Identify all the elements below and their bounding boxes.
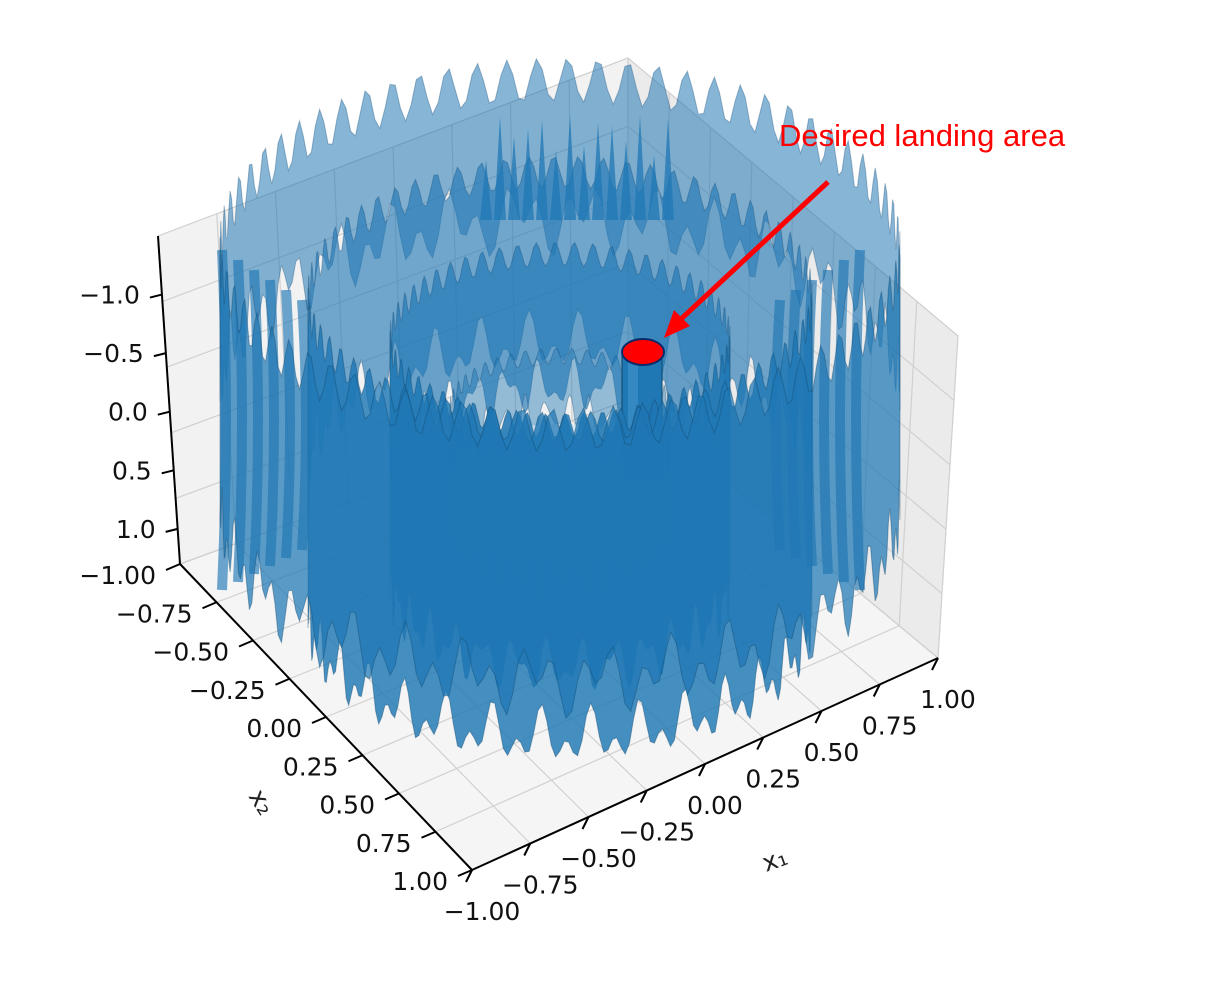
surface-mesh <box>217 57 901 758</box>
ring-wall-front <box>219 237 901 720</box>
z-tick-label: −0.5 <box>83 339 144 368</box>
x-tick-label: −0.25 <box>618 818 695 847</box>
x-tick <box>465 869 473 883</box>
z-tick-label: 0.5 <box>112 456 152 485</box>
z-tick-label: 1.0 <box>116 515 156 544</box>
z-tick <box>149 293 163 299</box>
y-tick-label: 0.75 <box>356 829 412 858</box>
z-tick <box>157 410 171 416</box>
y-tick-label: 1.00 <box>392 867 448 896</box>
z-tick <box>161 469 174 475</box>
axis-ticks <box>149 293 939 883</box>
center-column-highlight <box>628 356 638 480</box>
y-tick <box>457 869 473 877</box>
surface-spike <box>620 141 632 220</box>
x-tick-label: −0.50 <box>560 844 637 873</box>
y-axis-label: x₂ <box>243 784 281 820</box>
surface-spike <box>536 120 548 220</box>
x-tick-label: 0.25 <box>745 765 801 794</box>
y-tick <box>421 830 436 839</box>
z-tick-label: −1.0 <box>79 281 140 310</box>
y-tick <box>348 754 363 763</box>
grid-line <box>937 335 959 659</box>
axis-tick-labels: −1.0−0.50.00.51.0−1.00−0.75−0.50−0.250.0… <box>79 281 976 926</box>
landing-marker <box>621 338 665 366</box>
annotation-text: Desired landing area <box>779 118 1066 153</box>
y-tick <box>384 792 400 801</box>
surface-spike <box>634 115 646 220</box>
y-tick-label: −0.25 <box>189 676 266 705</box>
z-tick <box>165 527 178 533</box>
x-tick <box>523 843 532 856</box>
grid-line <box>898 301 918 626</box>
surface-spike <box>648 155 660 220</box>
x-tick-label: −0.75 <box>502 871 579 900</box>
x-tick <box>931 657 939 671</box>
surface-spike <box>662 118 674 220</box>
x-tick-label: 1.00 <box>920 685 976 714</box>
x-tick-label: 0.00 <box>687 791 743 820</box>
x-tick <box>756 737 765 750</box>
x-tick <box>639 790 648 803</box>
surface-spike <box>522 129 534 220</box>
x-tick-label: 0.75 <box>862 712 918 741</box>
surface-spike <box>550 150 562 220</box>
y-tick-label: 0.25 <box>283 752 339 781</box>
y-tick-label: 0.50 <box>319 791 375 820</box>
ring-wall-back <box>449 347 671 489</box>
annotation-arrow-head <box>664 310 690 338</box>
y-tick-label: −1.00 <box>79 561 156 590</box>
surface-spike <box>564 115 576 220</box>
x-tick <box>814 710 823 724</box>
z-tick-label: 0.0 <box>108 398 148 427</box>
y-tick <box>311 716 327 724</box>
z-axis-line <box>157 235 181 565</box>
surface-spike <box>592 122 604 220</box>
y-tick <box>275 677 290 686</box>
x-axis-label: x₁ <box>758 842 791 878</box>
y-tick <box>165 563 181 571</box>
z-tick <box>153 352 167 358</box>
x-tick <box>698 763 706 777</box>
surface-spike <box>606 125 618 220</box>
ring-wall-back <box>389 241 731 490</box>
x-tick <box>581 816 590 830</box>
annotation-arrow-shaft <box>678 180 830 322</box>
x-tick-label: −1.00 <box>444 897 521 926</box>
y-tick-label: −0.75 <box>116 599 193 628</box>
surface-spike <box>578 145 590 220</box>
y-tick-label: −0.50 <box>152 638 229 667</box>
landing-annotation: Desired landing area <box>664 118 1066 338</box>
x-tick-label: 0.50 <box>804 738 860 767</box>
y-tick-label: 0.00 <box>246 714 302 743</box>
surface-spike <box>494 116 506 220</box>
y-tick <box>202 601 217 610</box>
surface-spike <box>508 136 520 220</box>
x-tick <box>872 684 881 697</box>
surface-spike <box>480 160 492 220</box>
y-tick <box>238 639 254 648</box>
